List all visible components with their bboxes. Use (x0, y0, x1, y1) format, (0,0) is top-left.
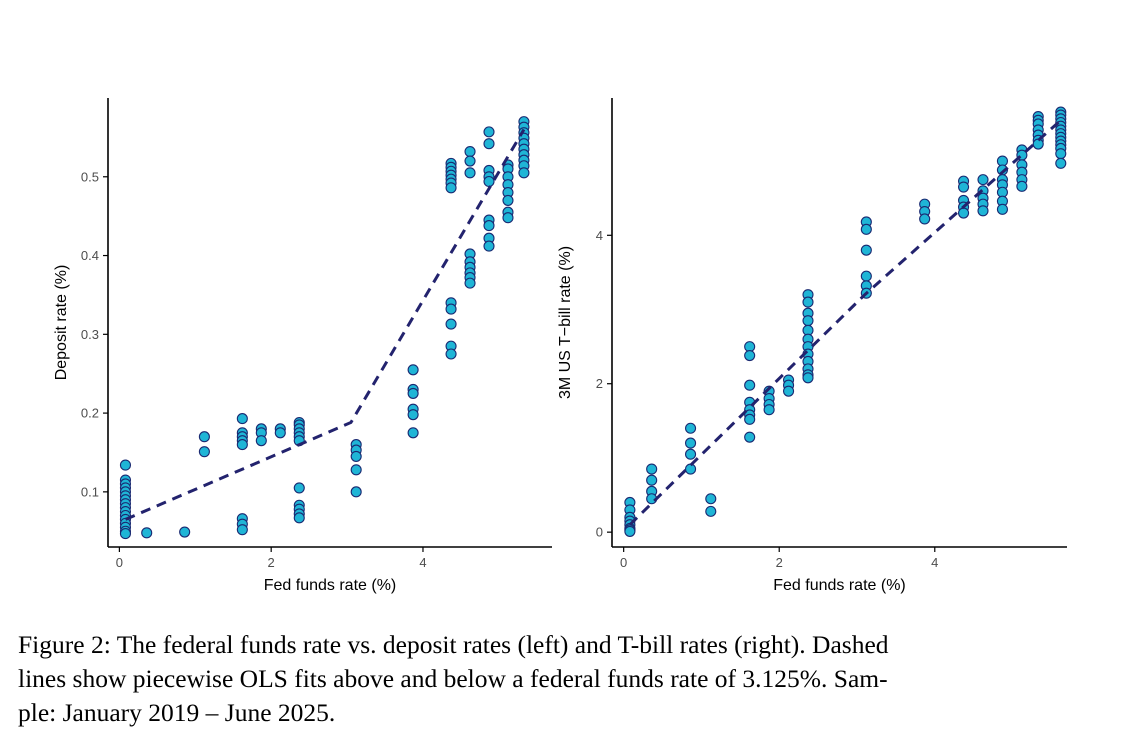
data-point (179, 526, 191, 538)
data-point (464, 277, 476, 289)
figure-caption: Figure 2: The federal funds rate vs. dep… (18, 628, 1108, 730)
data-point (685, 437, 697, 449)
data-point (236, 413, 248, 425)
data-point (445, 348, 457, 360)
x-axis-title: Fed funds rate (%) (264, 577, 397, 594)
y-tick-label: 4 (596, 228, 603, 243)
data-point (350, 450, 362, 462)
data-point (274, 427, 286, 439)
data-point (646, 463, 658, 475)
data-point (860, 223, 872, 235)
x-axis-title: Fed funds rate (%) (773, 577, 906, 594)
y-tick-label: 0.5 (81, 169, 99, 184)
data-point (483, 175, 495, 188)
data-point (977, 174, 989, 186)
figure: 0 2 4 0.1 0.2 0.3 0.4 0.5 Fed funds rate (%) Depo… (53, 98, 1067, 594)
x-tick-label: 2 (776, 555, 783, 570)
data-point (464, 146, 476, 158)
data-point (236, 439, 248, 451)
y-tick-label: 0.4 (81, 248, 99, 263)
y-tick-label: 2 (596, 376, 603, 391)
data-point (464, 167, 476, 179)
caption-line-1: Figure 2: The federal funds rate vs. dep… (18, 630, 889, 659)
y-tick-label: 0.3 (81, 327, 99, 342)
data-point (802, 372, 814, 384)
caption-line-3: ple: January 2019 – June 2025. (18, 698, 336, 727)
data-point (483, 220, 495, 232)
data-point (407, 427, 419, 439)
x-tick-label: 4 (419, 555, 426, 570)
data-point (802, 296, 814, 308)
y-tick-label: 0.1 (81, 484, 99, 499)
data-point (958, 181, 970, 193)
x-tick-label: 0 (620, 555, 627, 570)
data-point (1016, 180, 1028, 192)
right-panel-tbill-rate: 0 2 4 0 2 4 Fed funds rate (%) 3M US T−bill rat… (557, 98, 1067, 594)
data-point (958, 207, 970, 219)
data-point (141, 527, 153, 539)
data-point (236, 524, 248, 536)
data-point (1055, 157, 1067, 169)
y-tick-label: 0.2 (81, 406, 99, 421)
x-tick-label: 4 (931, 555, 938, 570)
data-point (705, 493, 717, 505)
data-point (483, 126, 495, 138)
data-point (646, 474, 658, 486)
data-point (198, 431, 210, 443)
data-point (685, 422, 697, 434)
data-point (1032, 138, 1044, 150)
data-point (502, 194, 514, 206)
data-point (502, 212, 514, 224)
data-point (407, 364, 419, 376)
data-point (1055, 148, 1067, 160)
x-tick-label: 0 (116, 555, 123, 570)
data-point (763, 404, 775, 416)
data-point (293, 482, 305, 494)
data-point (483, 138, 495, 150)
caption-line-2: lines show piecewise OLS fits above and … (18, 664, 888, 693)
data-point (783, 385, 795, 397)
piecewise-fit-line (124, 128, 526, 521)
data-point (996, 203, 1008, 215)
data-point (705, 505, 717, 517)
data-point (860, 270, 872, 282)
y-axis-title: Deposit rate (%) (53, 265, 70, 381)
data-points (119, 116, 530, 540)
data-point (445, 182, 457, 194)
data-points (624, 106, 1067, 537)
data-point (518, 167, 530, 179)
data-point (685, 463, 697, 475)
data-point (744, 431, 756, 443)
data-point (624, 525, 636, 537)
data-point (198, 446, 210, 458)
data-point (919, 213, 931, 225)
data-point (685, 448, 697, 460)
data-point (483, 240, 495, 252)
data-point (860, 244, 872, 256)
data-point (293, 512, 305, 524)
data-point (407, 387, 419, 399)
y-tick-label: 0 (596, 525, 603, 540)
data-point (350, 464, 362, 476)
data-point (744, 349, 756, 362)
data-point (445, 303, 457, 315)
data-point (119, 459, 132, 471)
data-point (744, 379, 756, 391)
data-point (255, 435, 267, 447)
piecewise-fit-line (628, 119, 1062, 526)
data-point (977, 205, 989, 217)
data-point (350, 486, 362, 498)
data-point (119, 528, 132, 540)
x-tick-label: 2 (268, 555, 275, 570)
data-point (744, 413, 756, 425)
left-panel-deposit-rate: 0 2 4 0.1 0.2 0.3 0.4 0.5 Fed funds rate (%) Depo… (53, 98, 552, 594)
y-axis-title: 3M US T−bill rate (%) (557, 246, 574, 399)
data-point (802, 315, 814, 327)
data-point (407, 409, 419, 421)
data-point (445, 318, 457, 330)
data-point (464, 155, 476, 167)
